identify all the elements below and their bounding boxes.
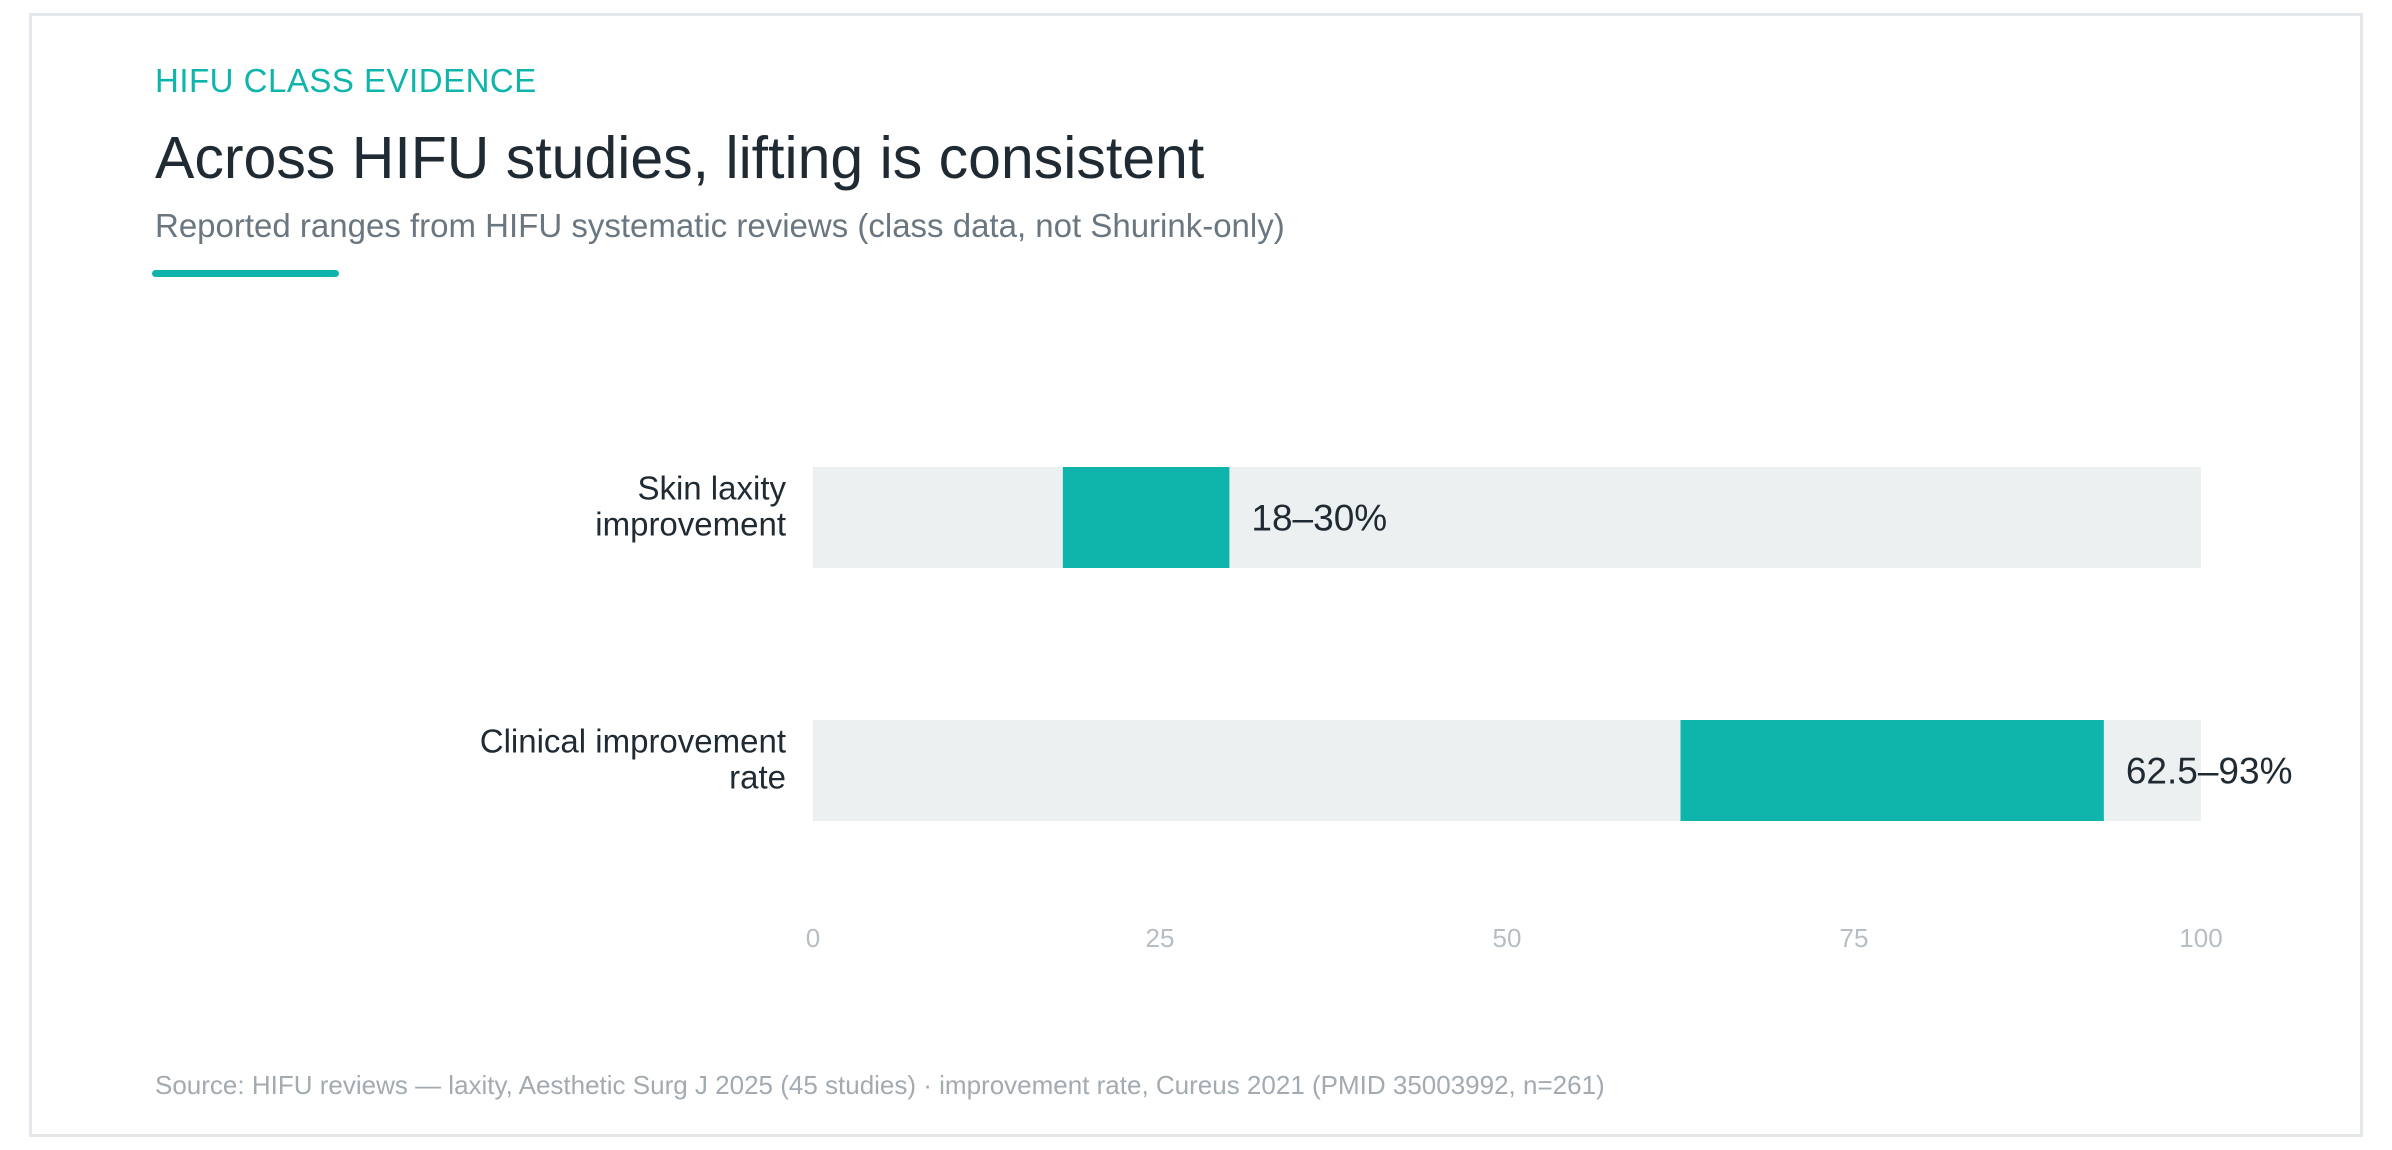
chart-title: Across HIFU studies, lifting is consiste… (155, 125, 1205, 191)
x-tick-label: 100 (2179, 923, 2222, 953)
range-bar (1680, 720, 2104, 821)
category-label: Skin laxity (637, 470, 786, 507)
source-note: Source: HIFU reviews — laxity, Aesthetic… (155, 1070, 1605, 1100)
data-label: 18–30% (1251, 498, 1387, 539)
x-tick-label: 75 (1840, 923, 1869, 953)
x-tick-label: 25 (1146, 923, 1175, 953)
bar-track (813, 467, 2201, 568)
category-label: Clinical improvement (480, 723, 786, 760)
x-tick-label: 0 (806, 923, 820, 953)
x-tick-label: 50 (1493, 923, 1522, 953)
category-label: rate (729, 759, 786, 796)
data-label: 62.5–93% (2126, 751, 2293, 792)
chart-card (29, 13, 2363, 1137)
accent-rule (152, 270, 339, 277)
eyebrow-label: HIFU CLASS EVIDENCE (155, 62, 537, 99)
category-label: improvement (595, 506, 786, 543)
range-bar (1062, 467, 1230, 568)
chart-subtitle: Reported ranges from HIFU systematic rev… (155, 207, 1285, 244)
